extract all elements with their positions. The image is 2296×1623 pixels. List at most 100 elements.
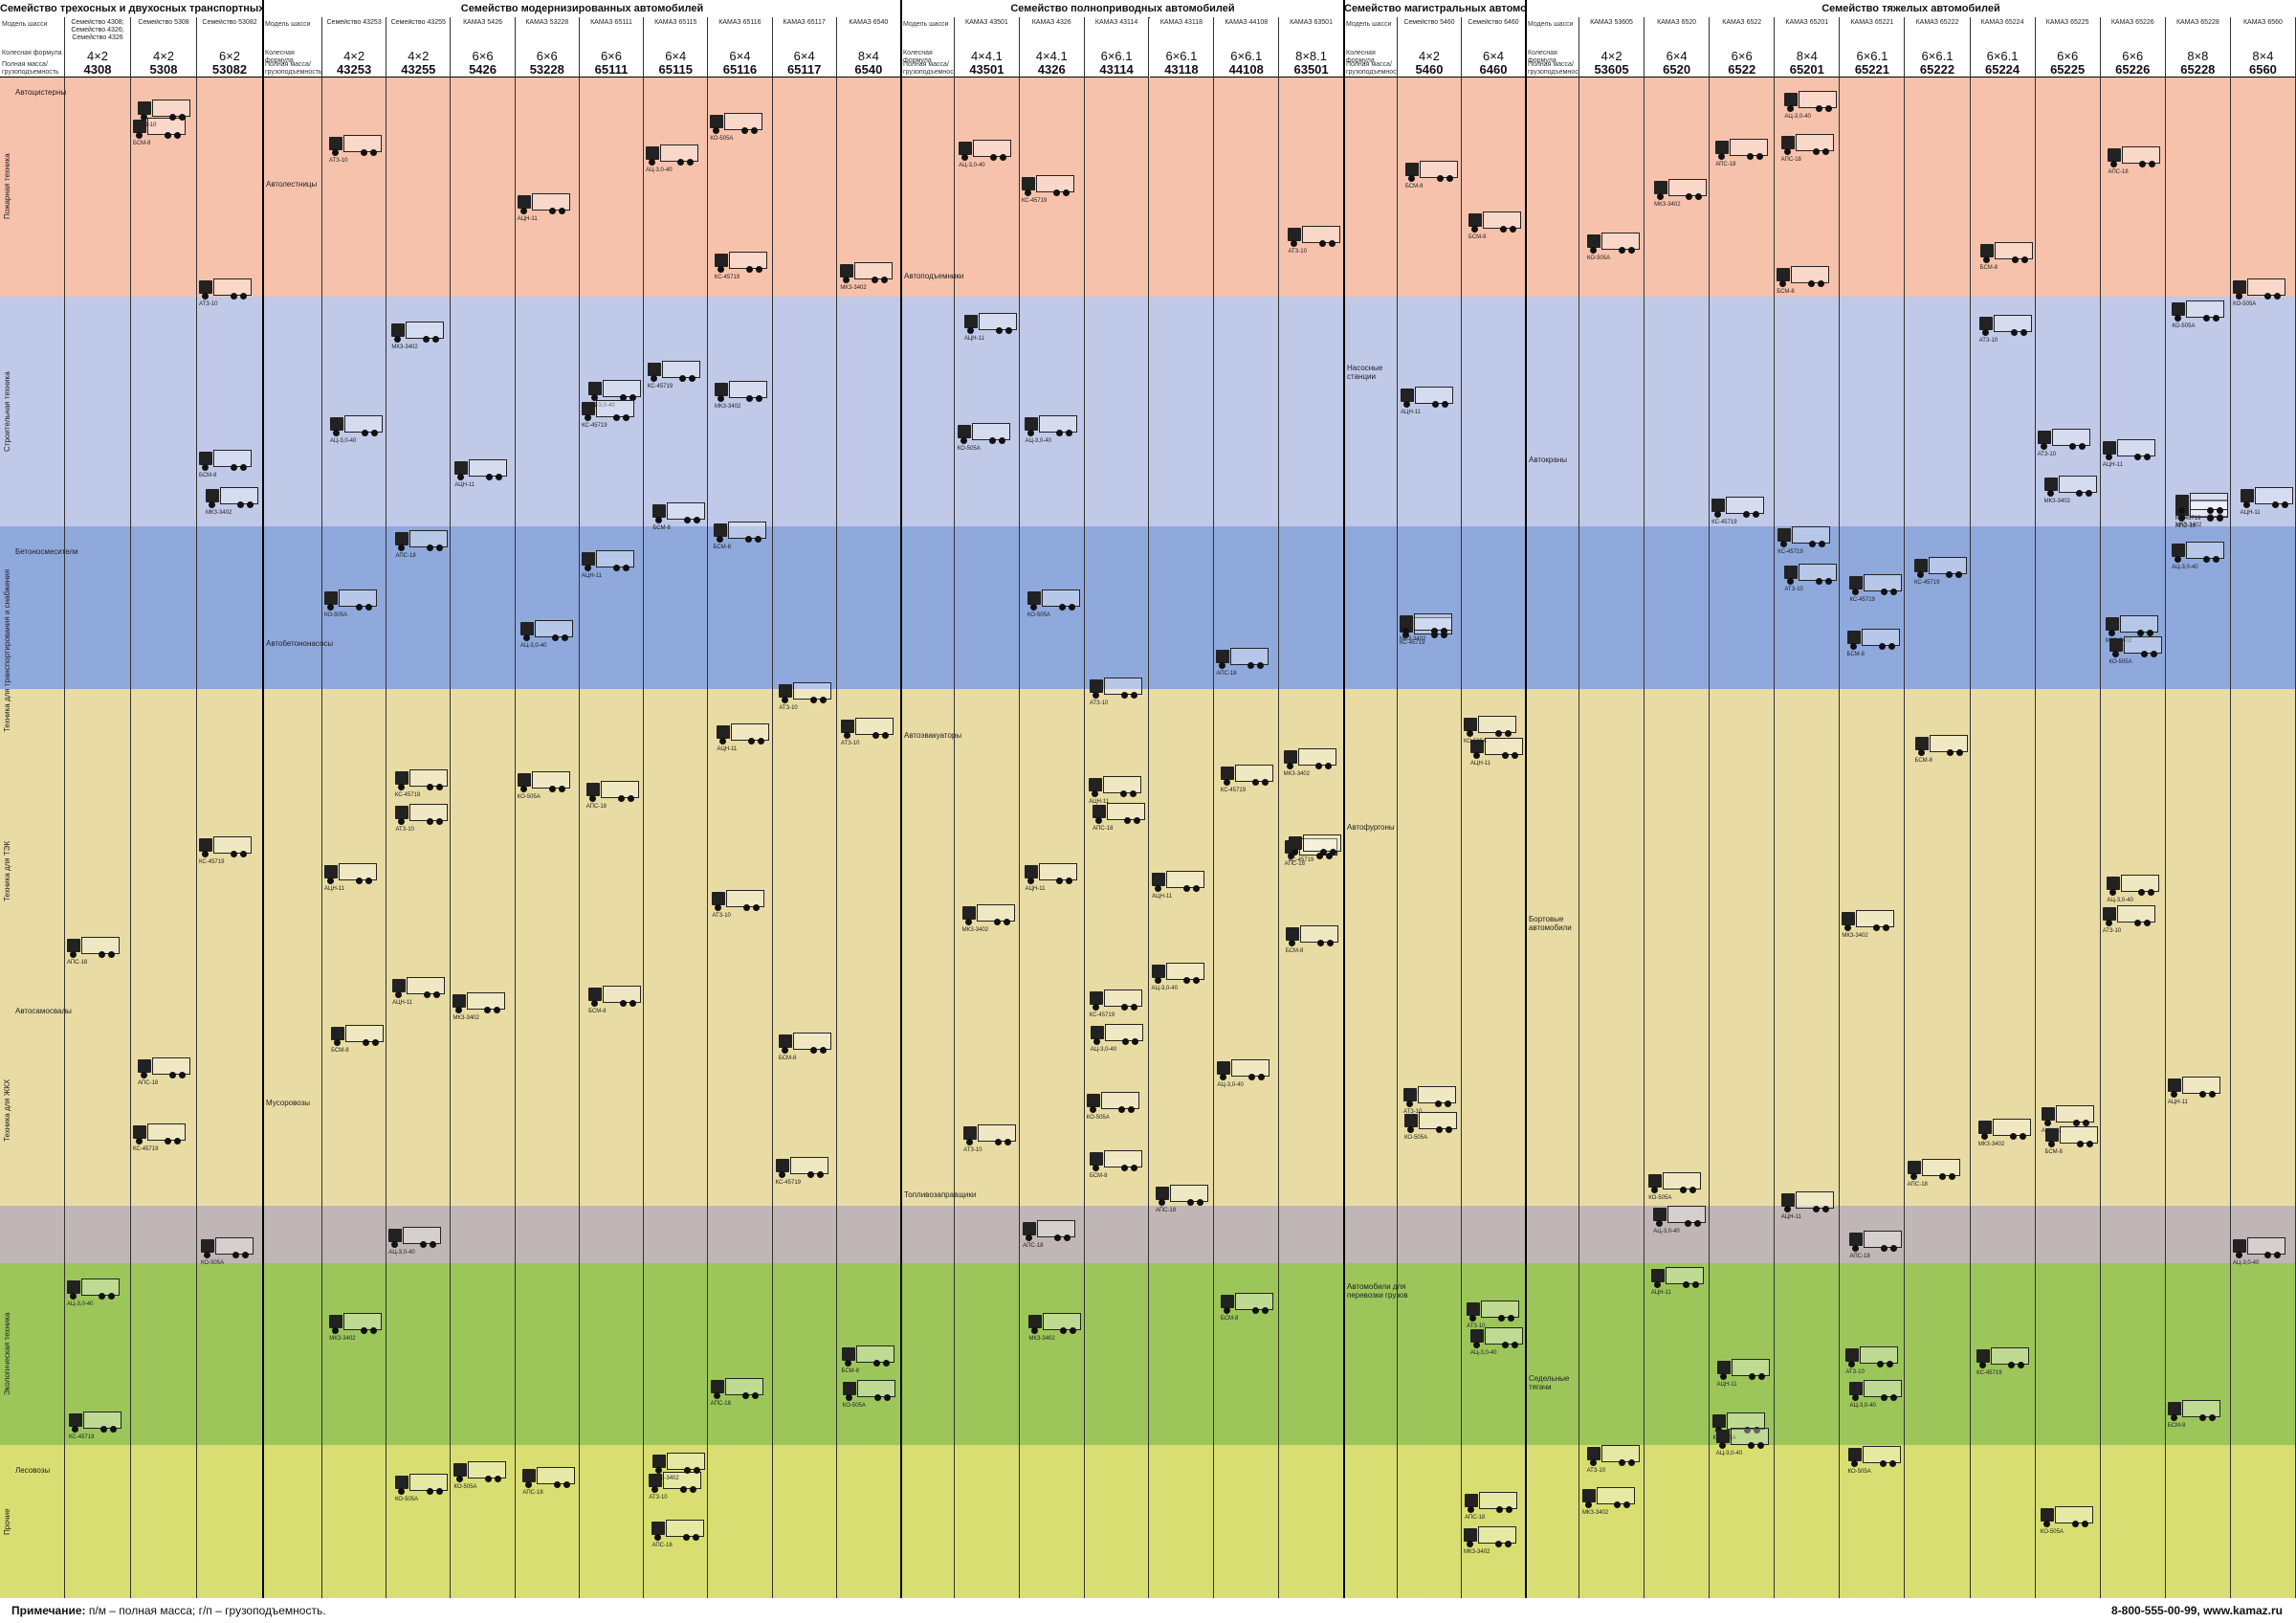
truck-thumbnail[interactable] — [1405, 159, 1458, 182]
truck-thumbnail[interactable] — [392, 975, 446, 998]
truck-thumbnail[interactable] — [201, 1235, 254, 1258]
truck-thumbnail[interactable] — [2108, 634, 2162, 657]
truck-thumbnail[interactable] — [1711, 495, 1765, 518]
truck-thumbnail[interactable] — [582, 398, 635, 421]
truck-thumbnail[interactable] — [1907, 1157, 1960, 1180]
truck-thumbnail[interactable] — [2044, 1124, 2098, 1147]
truck-thumbnail[interactable] — [2102, 437, 2155, 460]
model-number[interactable]: 65228 — [2180, 62, 2216, 77]
model-number[interactable]: 5426 — [469, 62, 497, 77]
truck-thumbnail[interactable] — [1581, 1485, 1635, 1508]
truck-thumbnail[interactable] — [1777, 264, 1830, 287]
truck-thumbnail[interactable] — [961, 902, 1015, 925]
truck-thumbnail[interactable] — [712, 888, 765, 911]
truck-thumbnail[interactable] — [1654, 177, 1708, 200]
truck-thumbnail[interactable] — [1780, 132, 1834, 155]
contact-info[interactable]: 8-800-555-00-99, www.kamaz.ru — [2111, 1604, 2283, 1617]
model-number[interactable]: 6560 — [2248, 62, 2277, 77]
truck-thumbnail[interactable] — [453, 990, 506, 1013]
truck-thumbnail[interactable] — [206, 485, 258, 508]
truck-thumbnail[interactable] — [840, 260, 894, 283]
truck-thumbnail[interactable] — [842, 1378, 895, 1401]
truck-thumbnail[interactable] — [2175, 491, 2228, 514]
model-number[interactable]: 53605 — [1594, 62, 1629, 77]
truck-thumbnail[interactable] — [324, 588, 377, 611]
truck-thumbnail[interactable] — [963, 311, 1017, 334]
truck-thumbnail[interactable] — [1849, 1229, 1903, 1252]
truck-thumbnail[interactable] — [138, 98, 190, 121]
model-number[interactable]: 6460 — [1479, 62, 1508, 77]
truck-thumbnail[interactable] — [647, 359, 700, 382]
model-number[interactable]: 6522 — [1728, 62, 1756, 77]
truck-thumbnail[interactable] — [585, 779, 639, 802]
truck-thumbnail[interactable] — [1979, 240, 2033, 263]
truck-thumbnail[interactable] — [1845, 1345, 1899, 1367]
truck-thumbnail[interactable] — [1027, 588, 1080, 611]
truck-thumbnail[interactable] — [1648, 1170, 1702, 1193]
truck-thumbnail[interactable] — [714, 379, 767, 402]
truck-thumbnail[interactable] — [2240, 485, 2293, 508]
truck-thumbnail[interactable] — [517, 769, 570, 792]
model-number[interactable]: 53228 — [529, 62, 564, 77]
model-number[interactable]: 43501 — [969, 62, 1004, 77]
truck-thumbnail[interactable] — [1216, 646, 1269, 669]
truck-thumbnail[interactable] — [1288, 224, 1341, 247]
model-number[interactable]: 65222 — [1919, 62, 1955, 77]
truck-thumbnail[interactable] — [395, 528, 449, 551]
truck-thumbnail[interactable] — [1025, 413, 1078, 436]
model-number[interactable]: 6520 — [1663, 62, 1691, 77]
truck-thumbnail[interactable] — [588, 984, 642, 1007]
truck-thumbnail[interactable] — [652, 500, 706, 523]
truck-thumbnail[interactable] — [453, 1459, 507, 1482]
truck-thumbnail[interactable] — [1089, 676, 1142, 699]
truck-thumbnail[interactable] — [1464, 1524, 1516, 1547]
truck-thumbnail[interactable] — [1152, 869, 1205, 892]
truck-thumbnail[interactable] — [138, 1056, 190, 1078]
truck-thumbnail[interactable] — [713, 520, 766, 543]
model-number[interactable]: 4308 — [83, 62, 112, 77]
model-number[interactable]: 43253 — [337, 62, 372, 77]
truck-thumbnail[interactable] — [1220, 1291, 1273, 1314]
truck-thumbnail[interactable] — [1716, 1357, 1770, 1380]
truck-thumbnail[interactable] — [2040, 1504, 2093, 1527]
truck-thumbnail[interactable] — [329, 1311, 383, 1334]
truck-thumbnail[interactable] — [1155, 1183, 1208, 1206]
truck-thumbnail[interactable] — [1913, 555, 1967, 578]
truck-thumbnail[interactable] — [1470, 736, 1523, 759]
truck-thumbnail[interactable] — [1468, 210, 1521, 233]
truck-thumbnail[interactable] — [519, 618, 573, 641]
model-number[interactable]: 65201 — [1789, 62, 1824, 77]
truck-thumbnail[interactable] — [1849, 572, 1903, 595]
truck-thumbnail[interactable] — [329, 413, 383, 436]
truck-thumbnail[interactable] — [1978, 313, 2032, 336]
model-number[interactable]: 65115 — [658, 62, 693, 77]
truck-thumbnail[interactable] — [1849, 1378, 1903, 1401]
truck-thumbnail[interactable] — [1780, 1189, 1834, 1212]
model-number[interactable]: 65224 — [1984, 62, 2020, 77]
model-number[interactable]: 4326 — [1037, 62, 1066, 77]
truck-thumbnail[interactable] — [651, 1518, 705, 1541]
truck-thumbnail[interactable] — [1403, 1084, 1456, 1107]
truck-thumbnail[interactable] — [2232, 1235, 2285, 1258]
truck-thumbnail[interactable] — [714, 250, 767, 273]
truck-thumbnail[interactable] — [454, 457, 508, 480]
truck-thumbnail[interactable] — [2108, 145, 2161, 167]
truck-thumbnail[interactable] — [517, 191, 570, 214]
truck-thumbnail[interactable] — [1089, 988, 1142, 1011]
model-number[interactable]: 6540 — [854, 62, 883, 77]
truck-thumbnail[interactable] — [522, 1465, 576, 1488]
truck-thumbnail[interactable] — [1093, 801, 1146, 824]
model-number[interactable]: 65225 — [2050, 62, 2086, 77]
model-number[interactable]: 65226 — [2115, 62, 2151, 77]
truck-thumbnail[interactable] — [2037, 427, 2090, 450]
model-number[interactable]: 65117 — [786, 62, 822, 77]
model-number[interactable]: 65221 — [1854, 62, 1889, 77]
truck-thumbnail[interactable] — [1023, 1218, 1076, 1241]
model-number[interactable]: 53082 — [211, 62, 248, 77]
truck-thumbnail[interactable] — [1977, 1117, 2031, 1140]
truck-thumbnail[interactable] — [1715, 137, 1769, 160]
truck-thumbnail[interactable] — [1464, 714, 1516, 737]
truck-thumbnail[interactable] — [1401, 385, 1453, 408]
truck-thumbnail[interactable] — [1847, 1444, 1901, 1467]
truck-thumbnail[interactable] — [1653, 1204, 1707, 1227]
